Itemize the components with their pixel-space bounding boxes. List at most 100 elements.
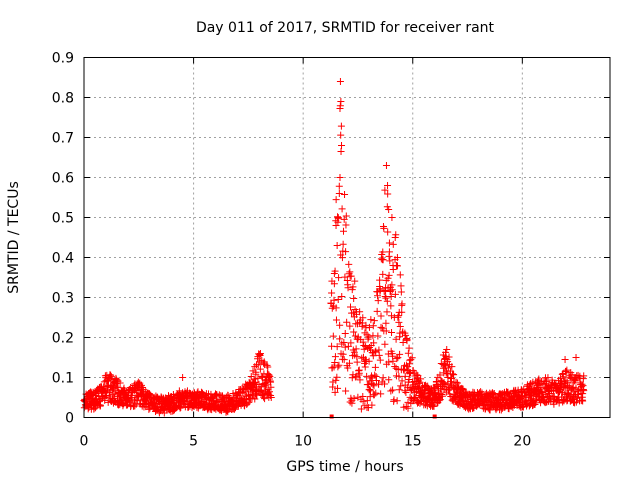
data-point xyxy=(375,351,383,359)
data-point xyxy=(347,339,355,347)
data-point xyxy=(341,343,349,351)
data-point xyxy=(449,370,457,378)
data-point xyxy=(331,267,339,275)
data-point xyxy=(432,414,437,419)
data-point xyxy=(380,287,388,295)
data-point xyxy=(385,271,393,279)
data-point xyxy=(402,331,410,339)
data-point xyxy=(397,382,405,390)
data-point xyxy=(442,352,450,360)
data-point xyxy=(381,340,389,348)
data-point xyxy=(398,300,406,308)
data-point xyxy=(100,378,108,386)
data-point xyxy=(389,262,397,269)
data-point xyxy=(453,379,461,387)
data-point xyxy=(396,323,404,331)
data-point xyxy=(383,308,391,316)
data-point xyxy=(365,323,373,331)
data-point xyxy=(267,394,275,402)
data-point xyxy=(176,404,184,412)
data-point xyxy=(381,293,389,301)
data-point xyxy=(333,242,341,249)
data-point xyxy=(366,385,374,393)
data-point xyxy=(359,314,367,322)
data-point xyxy=(341,190,349,198)
data-point xyxy=(562,377,570,385)
data-point xyxy=(131,402,139,410)
data-point xyxy=(385,206,393,213)
data-point xyxy=(532,397,540,405)
data-point xyxy=(388,286,396,294)
data-point xyxy=(372,377,380,385)
data-point xyxy=(329,332,337,340)
data-point xyxy=(365,333,373,341)
data-point xyxy=(263,361,271,369)
data-point xyxy=(357,405,365,413)
data-point xyxy=(332,376,340,384)
data-point xyxy=(331,388,339,396)
data-point xyxy=(330,296,338,304)
data-point xyxy=(393,254,401,261)
data-point xyxy=(338,142,346,149)
data-point xyxy=(364,404,372,412)
data-point xyxy=(342,387,350,395)
data-point xyxy=(349,283,357,291)
data-point xyxy=(333,373,341,381)
data-point xyxy=(506,390,514,398)
data-point xyxy=(382,327,390,335)
data-point xyxy=(340,338,348,346)
data-point xyxy=(331,353,339,361)
data-point xyxy=(333,343,341,351)
data-point xyxy=(387,293,395,301)
data-point xyxy=(224,408,232,416)
y-tick-label: 0.6 xyxy=(52,171,74,187)
data-point xyxy=(404,363,412,371)
data-point xyxy=(336,335,344,343)
data-point xyxy=(256,365,264,373)
data-point xyxy=(359,397,367,405)
data-point xyxy=(328,289,336,297)
data-point xyxy=(125,398,133,406)
data-point xyxy=(374,297,382,305)
data-point xyxy=(450,371,458,379)
data-point xyxy=(215,391,223,399)
data-point xyxy=(438,390,446,398)
data-point xyxy=(391,234,399,241)
data-point xyxy=(384,228,392,236)
data-point xyxy=(338,254,346,262)
data-point xyxy=(335,190,343,197)
data-point xyxy=(362,321,370,329)
data-point xyxy=(355,369,363,377)
data-point xyxy=(580,387,588,395)
data-point xyxy=(335,274,343,282)
x-axis-title: GPS time / hours xyxy=(286,459,403,475)
data-point xyxy=(331,358,339,366)
y-tick-label: 0.7 xyxy=(52,131,74,147)
data-point xyxy=(261,395,269,403)
data-point xyxy=(382,319,390,327)
data-point xyxy=(436,371,444,379)
data-point xyxy=(381,186,389,194)
data-point xyxy=(438,392,446,400)
x-tick-label: 10 xyxy=(294,434,312,450)
data-point xyxy=(389,357,397,365)
data-point xyxy=(374,332,382,340)
data-point xyxy=(339,350,347,358)
y-axis-title: SRMTID / TECUs xyxy=(6,181,22,294)
data-point xyxy=(388,214,396,221)
data-point xyxy=(379,270,387,278)
data-point xyxy=(336,102,344,110)
data-point xyxy=(114,383,122,391)
data-point xyxy=(379,256,387,264)
data-point xyxy=(579,397,587,405)
data-point xyxy=(362,356,370,364)
data-point xyxy=(550,392,558,400)
data-point xyxy=(402,388,410,396)
data-point xyxy=(396,271,404,279)
data-point xyxy=(342,248,350,256)
data-point xyxy=(387,302,395,310)
data-point xyxy=(349,309,357,317)
data-point xyxy=(489,389,497,397)
data-point xyxy=(356,376,364,384)
data-point xyxy=(266,388,274,396)
